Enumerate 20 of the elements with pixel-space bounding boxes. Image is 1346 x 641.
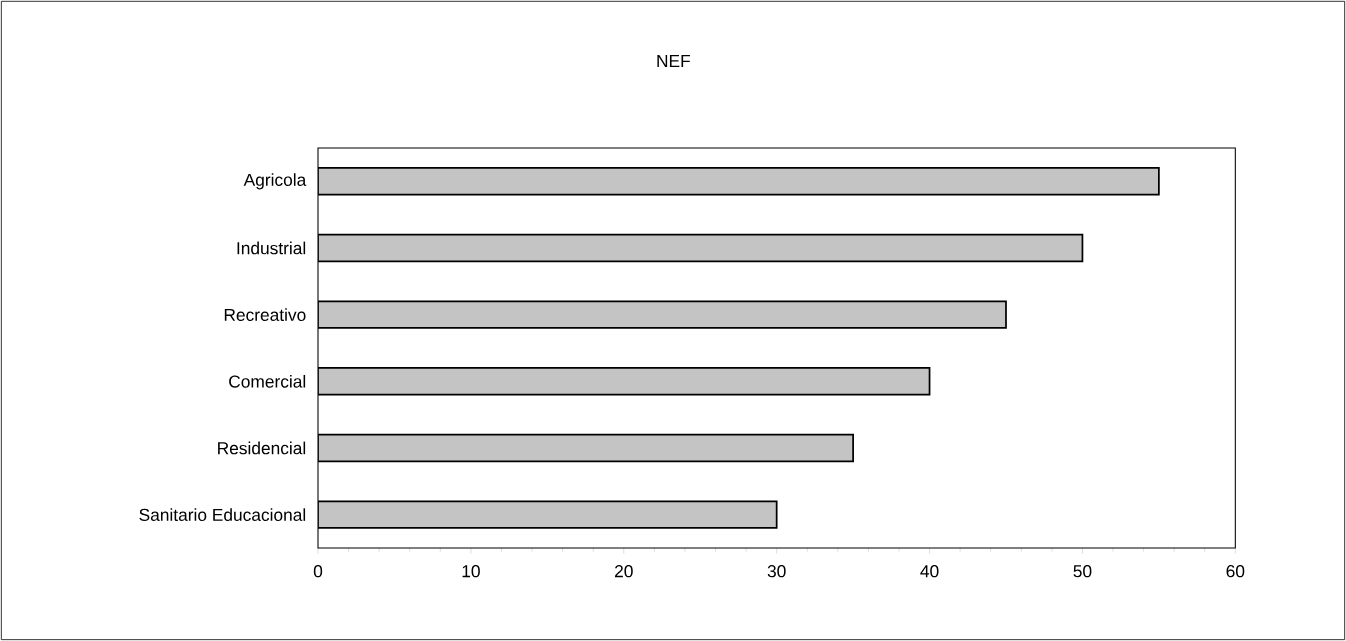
chart-title: NEF [657, 55, 690, 67]
x-tick-label: 30 [767, 565, 786, 578]
x-tick-label: 20 [615, 565, 633, 578]
y-tick-label: Sanitario Educacional [139, 508, 306, 522]
bar [318, 367, 931, 396]
y-tick-label: Recreativo [224, 308, 306, 322]
bar [318, 500, 778, 529]
x-tick-label: 50 [1073, 565, 1092, 578]
bar [318, 233, 1084, 263]
x-tick-label: 10 [462, 565, 480, 578]
bar [318, 433, 854, 463]
bar [318, 167, 1160, 196]
x-tick-label: 40 [920, 565, 939, 578]
x-tick-label: 60 [1226, 565, 1245, 578]
bar [318, 300, 1007, 329]
x-tick-label: 0 [313, 565, 323, 578]
y-tick-label: Industrial [237, 241, 306, 255]
y-tick-label: Agricola [243, 173, 307, 190]
y-tick-label: Comercial [229, 374, 306, 388]
y-tick-label: Residencial [218, 441, 306, 455]
